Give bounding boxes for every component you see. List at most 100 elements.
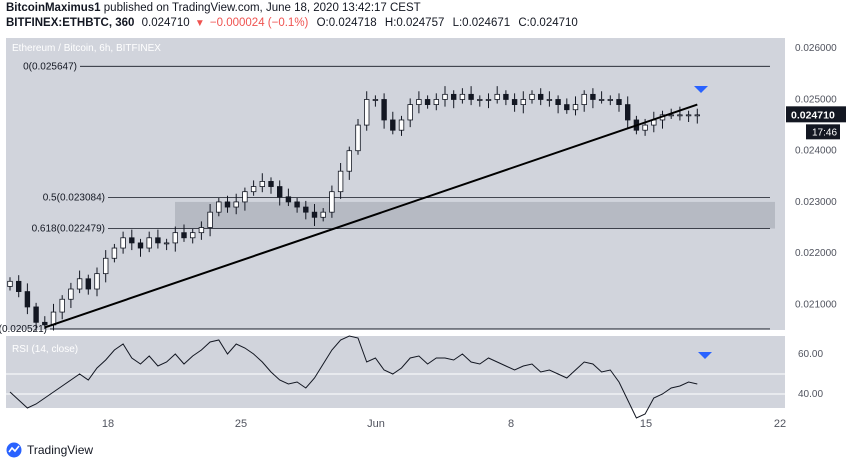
candle-body bbox=[163, 242, 170, 245]
candle-body bbox=[233, 201, 239, 208]
candle-body bbox=[268, 181, 274, 187]
candle-body bbox=[276, 186, 283, 198]
x-tick-label: 25 bbox=[235, 418, 247, 430]
candle-body bbox=[520, 99, 526, 105]
fib-level-label: 0.5(0.023084) bbox=[43, 193, 105, 204]
quote-line: BITFINEX:ETHBTC, 360 0.024710 ▼ −0.00002… bbox=[6, 17, 578, 29]
published-text: published on TradingView.com, June 18, 2… bbox=[103, 2, 421, 14]
candle-body bbox=[416, 99, 422, 105]
price-pane[interactable] bbox=[6, 38, 785, 330]
price-change: −0.000024 (−0.1%) bbox=[209, 17, 309, 29]
last-price-tag-label: 0.024710 bbox=[791, 109, 835, 121]
fib-zone bbox=[175, 201, 775, 229]
candle-body bbox=[224, 201, 231, 208]
candle-body bbox=[94, 273, 100, 290]
candle-body bbox=[172, 232, 178, 244]
price-tick-label: 0.022000 bbox=[795, 248, 837, 259]
candle-body bbox=[424, 99, 431, 105]
price-tick-label: 0.023000 bbox=[795, 197, 837, 208]
price-tick-label: 0.025000 bbox=[795, 94, 837, 105]
candle-body bbox=[155, 237, 161, 244]
candle-body bbox=[76, 278, 83, 290]
candle-body bbox=[694, 114, 700, 117]
fib-level-label: 1(0.020521) bbox=[0, 324, 47, 335]
candle-body bbox=[59, 298, 65, 313]
price-tick-label: 0.026000 bbox=[795, 43, 837, 54]
candle-body bbox=[616, 99, 622, 105]
fib-level-label: 0.618(0.022479) bbox=[32, 224, 105, 235]
candle-body bbox=[68, 288, 74, 300]
candle-body bbox=[581, 93, 587, 105]
price-tick-label: 0.024000 bbox=[795, 146, 837, 157]
ohlc-open: O:0.024718 bbox=[316, 17, 377, 29]
ascending-trendline bbox=[44, 103, 698, 329]
candle-body bbox=[485, 99, 492, 101]
author-name[interactable]: BitcoinMaximus1 bbox=[6, 2, 101, 14]
x-tick-label: Jun bbox=[367, 418, 385, 430]
candle-body bbox=[207, 211, 213, 228]
candle-body bbox=[477, 99, 483, 101]
rsi-tick-label: 40.00 bbox=[798, 389, 823, 400]
candle-body bbox=[320, 211, 326, 218]
candle-body bbox=[303, 206, 309, 213]
countdown-tag bbox=[806, 124, 840, 140]
candle-body bbox=[494, 93, 500, 100]
candle-body bbox=[433, 99, 439, 105]
candle-body bbox=[459, 93, 466, 100]
candle-body bbox=[546, 99, 553, 101]
candle-body bbox=[337, 170, 344, 193]
candle-body bbox=[511, 99, 518, 105]
candle-body bbox=[103, 257, 109, 275]
x-tick-label: 22 bbox=[774, 418, 786, 430]
candle-body bbox=[137, 242, 144, 249]
candle-body bbox=[259, 181, 265, 187]
candle-body bbox=[189, 232, 196, 239]
x-tick-label: 15 bbox=[640, 418, 652, 430]
price-axis[interactable] bbox=[785, 38, 850, 408]
symbol-label: BITFINEX:ETHBTC, 360 bbox=[6, 17, 135, 29]
candle-body bbox=[398, 119, 405, 131]
candle-body bbox=[529, 93, 535, 100]
candle-body bbox=[198, 227, 205, 234]
candle-body bbox=[407, 104, 413, 121]
chart-title: Ethereum / Bitcoin, 6h, BITFINEX bbox=[12, 43, 161, 54]
tradingview-logo-icon bbox=[6, 442, 22, 458]
candle-body bbox=[390, 119, 396, 131]
candle-body bbox=[120, 237, 126, 249]
candle-body bbox=[685, 114, 692, 117]
rsi-down-marker-icon bbox=[698, 352, 712, 359]
candle-body bbox=[372, 99, 379, 101]
price-tick-label: 0.021000 bbox=[795, 299, 837, 310]
price-chart[interactable]: 0(0.025647) 0.5(0.023084) 0.618(0.022479) 1… bbox=[0, 34, 850, 438]
rsi-line bbox=[9, 335, 698, 419]
candle-body bbox=[642, 124, 648, 131]
candle-body bbox=[42, 321, 48, 326]
candle-body bbox=[625, 104, 631, 121]
tradingview-brand[interactable]: TradingView bbox=[27, 443, 94, 457]
x-tick-label: 8 bbox=[508, 418, 514, 430]
fib-level-label: 0(0.025647) bbox=[23, 61, 77, 72]
candle-body bbox=[503, 93, 509, 100]
candle-body bbox=[355, 124, 361, 152]
rsi-title: RSI (14, close) bbox=[12, 344, 78, 355]
candle-body bbox=[15, 280, 22, 292]
candle-body bbox=[311, 211, 318, 218]
candle-body bbox=[181, 232, 187, 239]
candle-body bbox=[555, 99, 561, 105]
ohlc-low: L:0.024671 bbox=[452, 17, 511, 29]
countdown-label: 17:46 bbox=[812, 127, 837, 138]
footer: TradingView bbox=[6, 440, 93, 460]
candle-body bbox=[111, 247, 118, 259]
candle-body bbox=[294, 201, 300, 208]
candle-body bbox=[564, 104, 570, 111]
candle-body bbox=[146, 237, 152, 249]
candle-body bbox=[250, 186, 257, 193]
candle-body bbox=[677, 114, 683, 117]
x-tick-label: 18 bbox=[102, 418, 114, 430]
chart-header: BitcoinMaximus1 published on TradingView… bbox=[6, 0, 846, 34]
down-arrow-icon: ▼ bbox=[194, 18, 205, 29]
candle-body bbox=[24, 291, 31, 308]
candle-body bbox=[590, 93, 596, 100]
candle-body bbox=[285, 196, 292, 203]
candle-body bbox=[33, 306, 39, 323]
